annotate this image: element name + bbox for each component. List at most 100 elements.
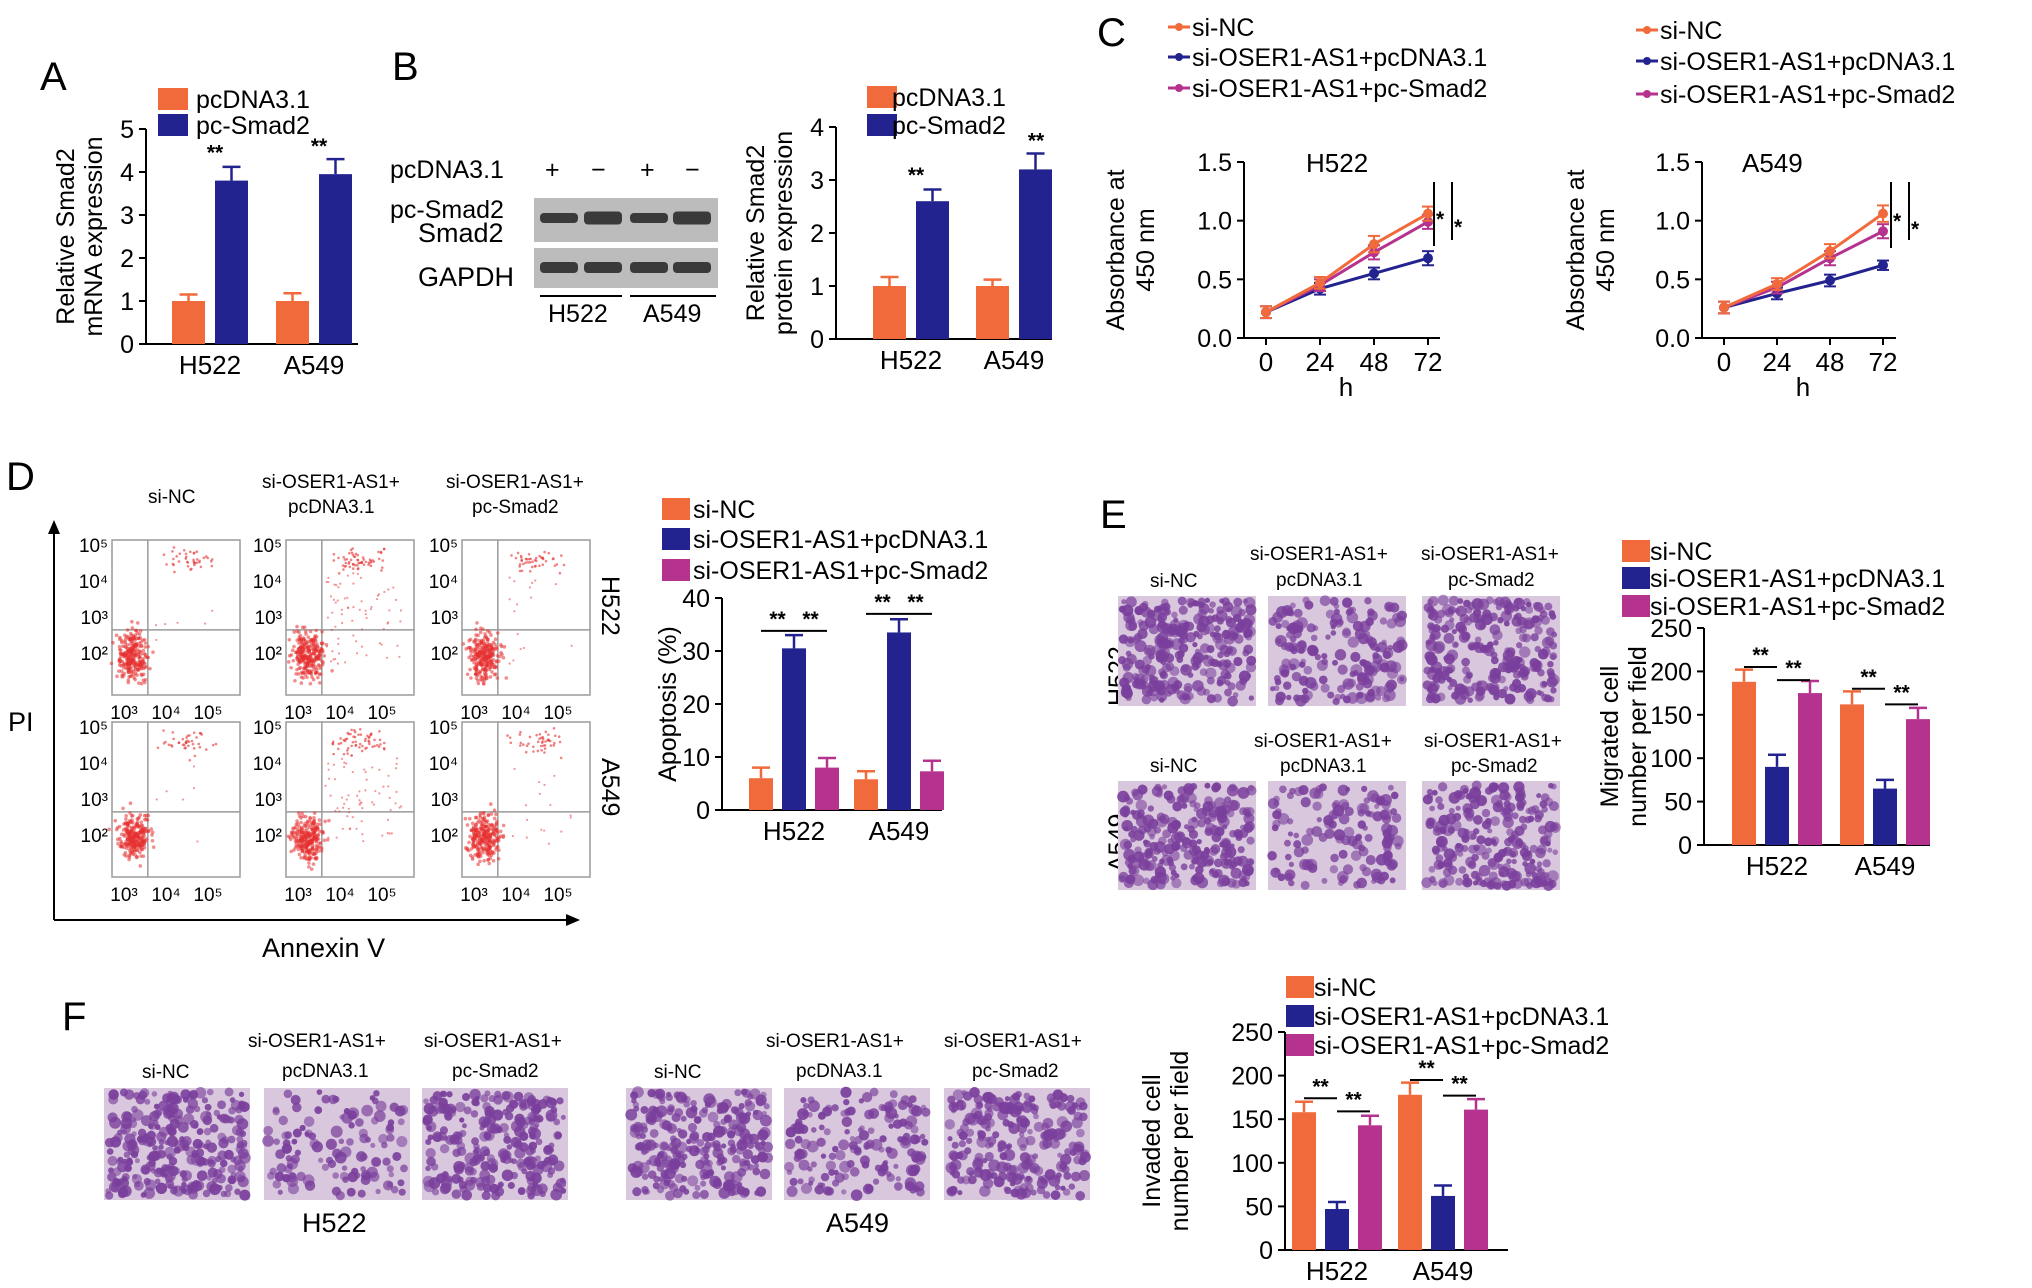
- stained-cell: [452, 1131, 461, 1140]
- stained-cell: [239, 1189, 251, 1201]
- flow-event: [538, 554, 541, 558]
- stained-cell: [1523, 598, 1531, 606]
- stained-cell: [1466, 792, 1474, 800]
- flow-event: [313, 643, 318, 648]
- flow-event: [330, 628, 333, 632]
- stained-cell: [1216, 679, 1224, 687]
- flow-event: [133, 853, 138, 857]
- series-line: [1723, 229, 1884, 309]
- stained-cell: [807, 1166, 813, 1172]
- flow-event: [145, 818, 150, 822]
- flow-event: [387, 785, 390, 788]
- flow-event: [305, 842, 310, 846]
- flow-event: [504, 676, 509, 680]
- flow-event: [185, 741, 188, 744]
- flow-event: [553, 564, 557, 567]
- flow-event: [332, 559, 336, 562]
- flow-event: [538, 564, 541, 568]
- y-tick-label: 3: [120, 202, 134, 230]
- stained-cell: [1482, 609, 1492, 619]
- flow-event: [478, 859, 482, 864]
- stained-cell: [1338, 875, 1348, 884]
- flow-event: [553, 774, 556, 777]
- stained-cell: [191, 1180, 203, 1192]
- flow-event: [130, 839, 134, 843]
- flow-event: [325, 645, 328, 648]
- y-tick-label: 100: [1650, 745, 1692, 773]
- flow-event: [558, 571, 562, 575]
- stained-cell: [895, 1176, 901, 1182]
- stained-cell: [1515, 627, 1523, 635]
- stained-cell: [1538, 606, 1546, 614]
- stained-cell: [560, 1114, 566, 1120]
- y-tick-label: 4: [120, 159, 134, 187]
- flow-event: [471, 825, 476, 829]
- stained-cell: [820, 1153, 827, 1159]
- stained-cell: [1119, 838, 1132, 851]
- flow-event: [114, 633, 119, 638]
- flow-event: [116, 841, 120, 846]
- stained-cell: [1346, 678, 1357, 688]
- flow-event: [298, 665, 303, 670]
- flow-event: [346, 746, 350, 750]
- stained-cell: [1502, 805, 1512, 815]
- stained-cell: [1225, 615, 1233, 624]
- flow-event: [299, 844, 303, 849]
- flow-event: [475, 621, 479, 625]
- stained-cell: [1510, 851, 1517, 858]
- stained-cell: [1203, 622, 1215, 635]
- stained-cell: [437, 1098, 448, 1108]
- stained-cell: [1499, 596, 1511, 609]
- stained-cell: [494, 1090, 502, 1099]
- stained-cell: [794, 1149, 806, 1160]
- stained-cell: [1147, 805, 1154, 812]
- flow-event: [127, 818, 132, 823]
- flow-event: [316, 833, 320, 838]
- stained-cell: [140, 1164, 151, 1175]
- image-column-title: si-OSER1-AS1+: [944, 1031, 1082, 1052]
- flow-event: [469, 676, 473, 680]
- stained-cell: [1430, 695, 1437, 702]
- flow-event: [199, 565, 203, 569]
- flow-event: [352, 582, 355, 585]
- stained-cell: [865, 1139, 875, 1149]
- data-point: [1315, 277, 1325, 288]
- flow-event: [483, 651, 487, 655]
- flow-event: [127, 855, 132, 859]
- flow-event: [295, 819, 299, 823]
- stained-cell: [1242, 598, 1248, 604]
- flow-event: [495, 631, 500, 635]
- stained-cell: [1475, 844, 1487, 856]
- flow-event: [352, 572, 355, 575]
- flow-event: [313, 835, 317, 840]
- stained-cell: [486, 1158, 499, 1170]
- stained-cell: [556, 1097, 564, 1105]
- flow-event: [292, 630, 296, 634]
- flow-event: [351, 770, 354, 774]
- flow-event: [541, 556, 545, 560]
- flow-tick-y: 10³: [431, 790, 458, 811]
- flow-event: [486, 858, 490, 862]
- stained-cell: [510, 1171, 519, 1180]
- flow-event: [468, 667, 472, 672]
- stained-cell: [1063, 1172, 1072, 1180]
- flow-event: [389, 808, 392, 812]
- stained-cell: [355, 1118, 364, 1127]
- legend-swatch-pc-smad2: [662, 559, 690, 581]
- stained-cell: [1495, 800, 1504, 809]
- stained-cell: [1289, 635, 1297, 643]
- stained-cell: [443, 1112, 450, 1118]
- stained-cell: [706, 1159, 713, 1167]
- stained-cell: [740, 1088, 748, 1096]
- stained-cell: [979, 1185, 991, 1197]
- data-point: [1719, 302, 1729, 313]
- bar: [1732, 681, 1756, 845]
- stained-cell: [291, 1138, 298, 1145]
- flow-tick-y: 10⁴: [79, 572, 108, 593]
- flow-tick-y: 10³: [81, 790, 108, 811]
- flow-event: [518, 744, 522, 747]
- stained-cell: [196, 1128, 204, 1136]
- flow-event: [468, 646, 473, 650]
- stained-cell: [1519, 646, 1531, 658]
